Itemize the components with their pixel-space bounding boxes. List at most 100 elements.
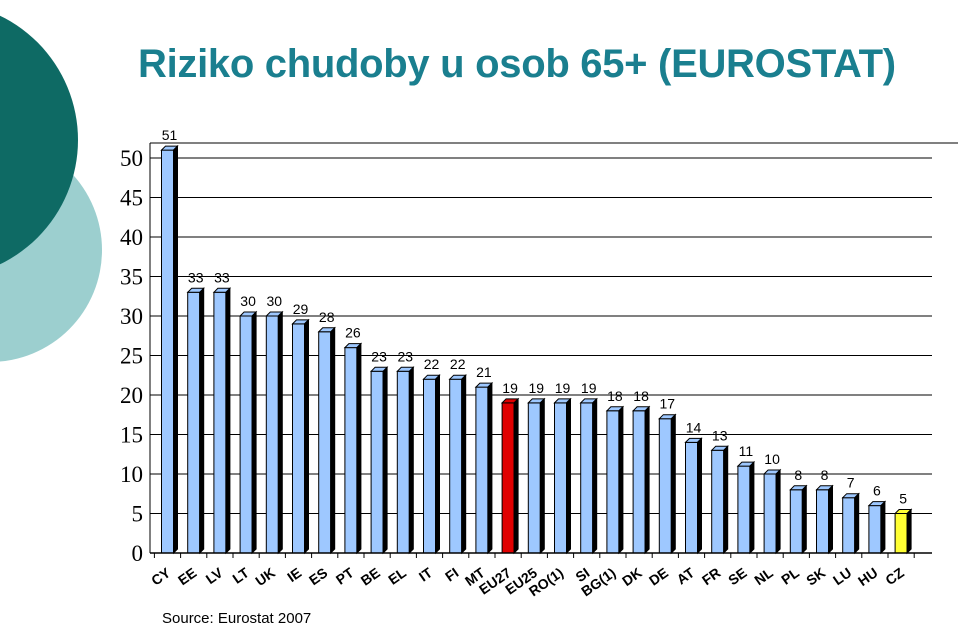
bar-side (775, 468, 781, 555)
x-tick-label: DE (646, 564, 671, 588)
bar-side (618, 405, 624, 555)
bar-front (370, 370, 384, 554)
value-label: 5 (899, 491, 907, 507)
x-tick-label: PL (778, 564, 802, 588)
bar-front (816, 489, 829, 554)
value-label: 33 (214, 269, 230, 285)
bar (212, 287, 232, 555)
value-label: 21 (476, 364, 492, 380)
bar-side (304, 318, 309, 555)
value-label: 29 (293, 301, 309, 317)
decorative-circles (0, 15, 102, 362)
bar (631, 405, 651, 555)
x-tick-label: LU (830, 564, 854, 588)
bar (265, 310, 284, 555)
bars (160, 144, 913, 555)
x-tick-label: FI (442, 564, 461, 584)
value-label: 23 (398, 348, 414, 364)
bar (422, 373, 441, 555)
bar-front (737, 465, 751, 554)
y-axis-ticks: 0 5 10 15 20 25 30 35 40 45 50 (120, 146, 143, 566)
bar-front (265, 315, 279, 554)
bar-front (632, 410, 646, 554)
value-label: 10 (764, 451, 780, 467)
y-tick-label: 30 (120, 304, 143, 329)
bar-front (527, 402, 541, 554)
bar-front (318, 331, 332, 554)
bar (893, 508, 913, 555)
value-label: 6 (873, 483, 881, 499)
bar (736, 460, 756, 555)
value-label: 19 (502, 380, 518, 396)
bar (500, 397, 520, 555)
bar-side (801, 484, 807, 555)
bar-front (423, 378, 436, 554)
x-tick-label: SE (725, 564, 749, 588)
x-tick-label: SK (803, 564, 828, 588)
bar-side (199, 287, 205, 555)
y-tick-label: 10 (120, 462, 143, 487)
value-label: 18 (633, 388, 649, 404)
x-tick-label: IE (284, 564, 304, 585)
value-label: 18 (607, 388, 623, 404)
bar-front (789, 489, 803, 554)
value-labels: 51 33 33 30 30 29 28 26 23 23 22 22 21 19 19 19 19 18 18 17… (162, 127, 907, 506)
x-tick-label: NL (751, 564, 776, 588)
value-label: 30 (240, 293, 256, 309)
value-label: 22 (450, 356, 466, 372)
bar (789, 484, 808, 555)
bar-front (396, 370, 410, 554)
bar-front (763, 473, 777, 554)
bar-side (670, 413, 676, 555)
bar (710, 445, 729, 555)
bar (160, 144, 179, 555)
bar-side (880, 500, 886, 555)
dark-teal-circle (0, 15, 78, 265)
x-tick-label: LT (229, 564, 252, 587)
x-tick-label: FR (699, 564, 723, 588)
bar-side (566, 397, 571, 555)
x-tick-label: CY (148, 564, 174, 589)
value-label: 14 (686, 419, 702, 435)
bar (527, 397, 546, 555)
x-tick-label: PT (333, 564, 357, 588)
bar-front (239, 315, 253, 554)
bar-front (658, 418, 672, 554)
bar-side (225, 287, 231, 555)
bar-side (382, 366, 388, 555)
value-label: 22 (424, 356, 440, 372)
value-label: 19 (529, 380, 545, 396)
bar (867, 500, 887, 555)
value-label: 28 (319, 309, 335, 325)
y-tick-label: 0 (132, 541, 144, 566)
bar-side (461, 373, 467, 555)
value-label: 23 (371, 348, 387, 364)
bar (815, 484, 834, 555)
bar (605, 405, 625, 555)
bar (448, 373, 467, 555)
bar (317, 326, 336, 555)
chart-title: Riziko chudoby u osob 65+ (EUROSTAT) (138, 42, 896, 86)
y-tick-label: 45 (120, 186, 143, 211)
bar-side (749, 460, 755, 555)
bar (684, 437, 703, 555)
bar (553, 397, 572, 555)
value-label: 13 (712, 427, 728, 443)
bar-front (292, 323, 305, 554)
bar-front (161, 149, 174, 554)
value-label: 30 (267, 293, 283, 309)
bar-side (539, 397, 545, 555)
bar-side (644, 405, 650, 555)
x-tick-label: UK (252, 564, 278, 589)
y-tick-label: 35 (120, 265, 143, 290)
bar-front (449, 378, 463, 554)
x-tick-label: IT (416, 564, 436, 584)
bar (474, 381, 494, 555)
bar (658, 413, 677, 555)
bar-side (487, 381, 493, 555)
bar-side (723, 445, 729, 555)
value-label: 26 (345, 325, 361, 341)
bar-side (330, 326, 336, 555)
source-note: Source: Eurostat 2007 (162, 610, 312, 627)
value-label: 11 (739, 443, 754, 459)
